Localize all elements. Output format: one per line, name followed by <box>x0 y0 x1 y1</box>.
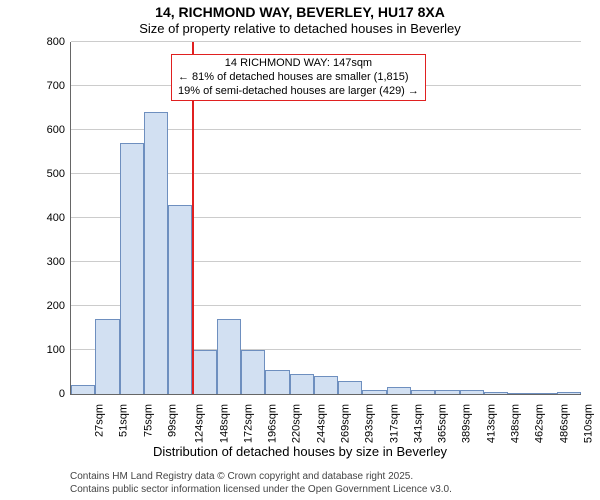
annotation-line: ← 81% of detached houses are smaller (1,… <box>178 71 419 85</box>
x-tick-label: 413sqm <box>485 404 497 443</box>
plot-area: 010020030040050060070080027sqm51sqm75sqm… <box>70 42 581 395</box>
histogram-bar <box>192 350 216 394</box>
histogram-bar <box>120 143 144 394</box>
x-tick-label: 148sqm <box>218 404 230 443</box>
y-tick-label: 200 <box>47 300 71 312</box>
histogram-bar <box>362 390 386 394</box>
footer-line-2: Contains public sector information licen… <box>70 484 452 497</box>
histogram-bar <box>460 390 484 394</box>
histogram-bar <box>508 393 532 394</box>
histogram-bar <box>168 205 192 394</box>
histogram-bar <box>71 385 95 394</box>
x-tick-label: 269sqm <box>340 404 352 443</box>
x-tick-label: 124sqm <box>194 404 206 443</box>
histogram-bar <box>95 319 119 394</box>
x-tick-label: 317sqm <box>388 404 400 443</box>
title-block: 14, RICHMOND WAY, BEVERLEY, HU17 8XA Siz… <box>0 4 600 36</box>
x-tick-label: 99sqm <box>167 404 179 437</box>
x-tick-label: 389sqm <box>461 404 473 443</box>
histogram-bar <box>241 350 265 394</box>
footer-line-1: Contains HM Land Registry data © Crown c… <box>70 471 452 484</box>
x-tick-label: 293sqm <box>364 404 376 443</box>
histogram-bar <box>217 319 241 394</box>
histogram-bar <box>435 390 459 394</box>
y-tick-label: 0 <box>59 388 71 400</box>
y-tick-label: 300 <box>47 256 71 268</box>
x-tick-label: 27sqm <box>94 404 106 437</box>
x-tick-label: 486sqm <box>558 404 570 443</box>
annotation-box: 14 RICHMOND WAY: 147sqm← 81% of detached… <box>171 54 426 101</box>
histogram-bar <box>338 381 362 394</box>
x-tick-label: 341sqm <box>412 404 424 443</box>
figure-root: 14, RICHMOND WAY, BEVERLEY, HU17 8XA Siz… <box>0 0 600 500</box>
histogram-bar <box>144 112 168 394</box>
histogram-bar <box>314 376 338 394</box>
annotation-line: 14 RICHMOND WAY: 147sqm <box>178 57 419 71</box>
x-tick-label: 196sqm <box>267 404 279 443</box>
histogram-bar <box>265 370 289 394</box>
x-axis-label: Distribution of detached houses by size … <box>0 444 600 459</box>
x-tick-label: 220sqm <box>291 404 303 443</box>
x-tick-label: 365sqm <box>437 404 449 443</box>
x-tick-label: 438sqm <box>510 404 522 443</box>
gridline <box>71 41 581 42</box>
x-tick-label: 244sqm <box>315 404 327 443</box>
x-tick-label: 462sqm <box>534 404 546 443</box>
histogram-bar <box>557 392 581 394</box>
chart-title: 14, RICHMOND WAY, BEVERLEY, HU17 8XA <box>0 4 600 20</box>
x-tick-label: 172sqm <box>242 404 254 443</box>
histogram-bar <box>387 387 411 394</box>
x-tick-label: 510sqm <box>582 404 594 443</box>
y-tick-label: 800 <box>47 36 71 48</box>
histogram-bar <box>484 392 508 394</box>
y-tick-label: 700 <box>47 80 71 92</box>
attribution-footer: Contains HM Land Registry data © Crown c… <box>70 471 452 496</box>
y-tick-label: 100 <box>47 344 71 356</box>
x-tick-label: 75sqm <box>142 404 154 437</box>
y-tick-label: 400 <box>47 212 71 224</box>
x-tick-label: 51sqm <box>118 404 130 437</box>
histogram-bar <box>532 393 556 394</box>
y-tick-label: 600 <box>47 124 71 136</box>
annotation-line: 19% of semi-detached houses are larger (… <box>178 85 419 99</box>
histogram-bar <box>411 390 435 394</box>
histogram-bar <box>290 374 314 394</box>
chart-subtitle: Size of property relative to detached ho… <box>0 21 600 36</box>
y-tick-label: 500 <box>47 168 71 180</box>
